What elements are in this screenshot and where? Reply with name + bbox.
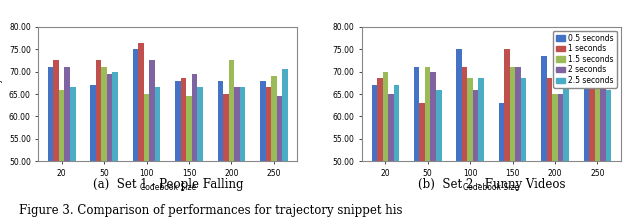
Bar [155,87,161,224]
Bar [218,81,223,224]
Bar [101,67,107,224]
Bar [271,76,276,224]
Bar [479,78,484,224]
Bar [456,49,462,224]
Bar [90,85,96,224]
Bar [377,78,383,224]
Bar [552,94,558,224]
Bar [462,67,467,224]
Text: (a)  Set 1 - People Falling: (a) Set 1 - People Falling [93,178,243,191]
Bar [394,85,399,224]
Bar [388,94,394,224]
Bar [467,78,473,224]
Y-axis label: Accuracy: Accuracy [0,77,3,112]
Bar [96,60,101,224]
Bar [260,81,266,224]
Bar [515,67,521,224]
Bar [510,67,515,224]
Bar [558,94,563,224]
Bar [240,87,245,224]
Bar [584,67,589,224]
Bar [473,90,479,224]
Bar [589,85,595,224]
Text: (b)  Set 2 - Funny Videos: (b) Set 2 - Funny Videos [418,178,565,191]
Bar [276,96,282,224]
Bar [600,85,605,224]
Bar [228,60,234,224]
Bar [266,87,271,224]
Legend: 0.5 seconds, 1 seconds, 1.5 seconds, 2 seconds, 2.5 seconds: 0.5 seconds, 1 seconds, 1.5 seconds, 2 s… [553,31,617,88]
Bar [282,69,288,224]
Bar [197,87,203,224]
Bar [605,90,611,224]
Bar [383,72,388,224]
Bar [54,60,59,224]
Bar [499,103,504,224]
Bar [192,74,197,224]
Bar [65,67,70,224]
Bar [149,60,155,224]
Bar [541,56,547,224]
Bar [113,72,118,224]
Bar [180,78,186,224]
Bar [504,49,510,224]
X-axis label: Codebook Size: Codebook Size [140,183,196,192]
Bar [547,78,552,224]
Bar [48,67,54,224]
Bar [175,81,180,224]
Bar [223,94,228,224]
Bar [436,90,442,224]
Bar [431,72,436,224]
Bar [70,87,76,224]
Bar [563,87,569,224]
Bar [595,72,600,224]
Bar [107,74,113,224]
Bar [133,49,138,224]
X-axis label: Codebook Size: Codebook Size [463,183,520,192]
Bar [521,78,526,224]
Text: Figure 3. Comparison of performances for trajectory snippet his: Figure 3. Comparison of performances for… [19,204,403,217]
Bar [419,103,425,224]
Bar [144,94,149,224]
Bar [425,67,431,224]
Bar [59,90,65,224]
Bar [186,96,192,224]
Bar [138,43,144,224]
Bar [414,67,419,224]
Bar [371,85,377,224]
Bar [234,87,240,224]
